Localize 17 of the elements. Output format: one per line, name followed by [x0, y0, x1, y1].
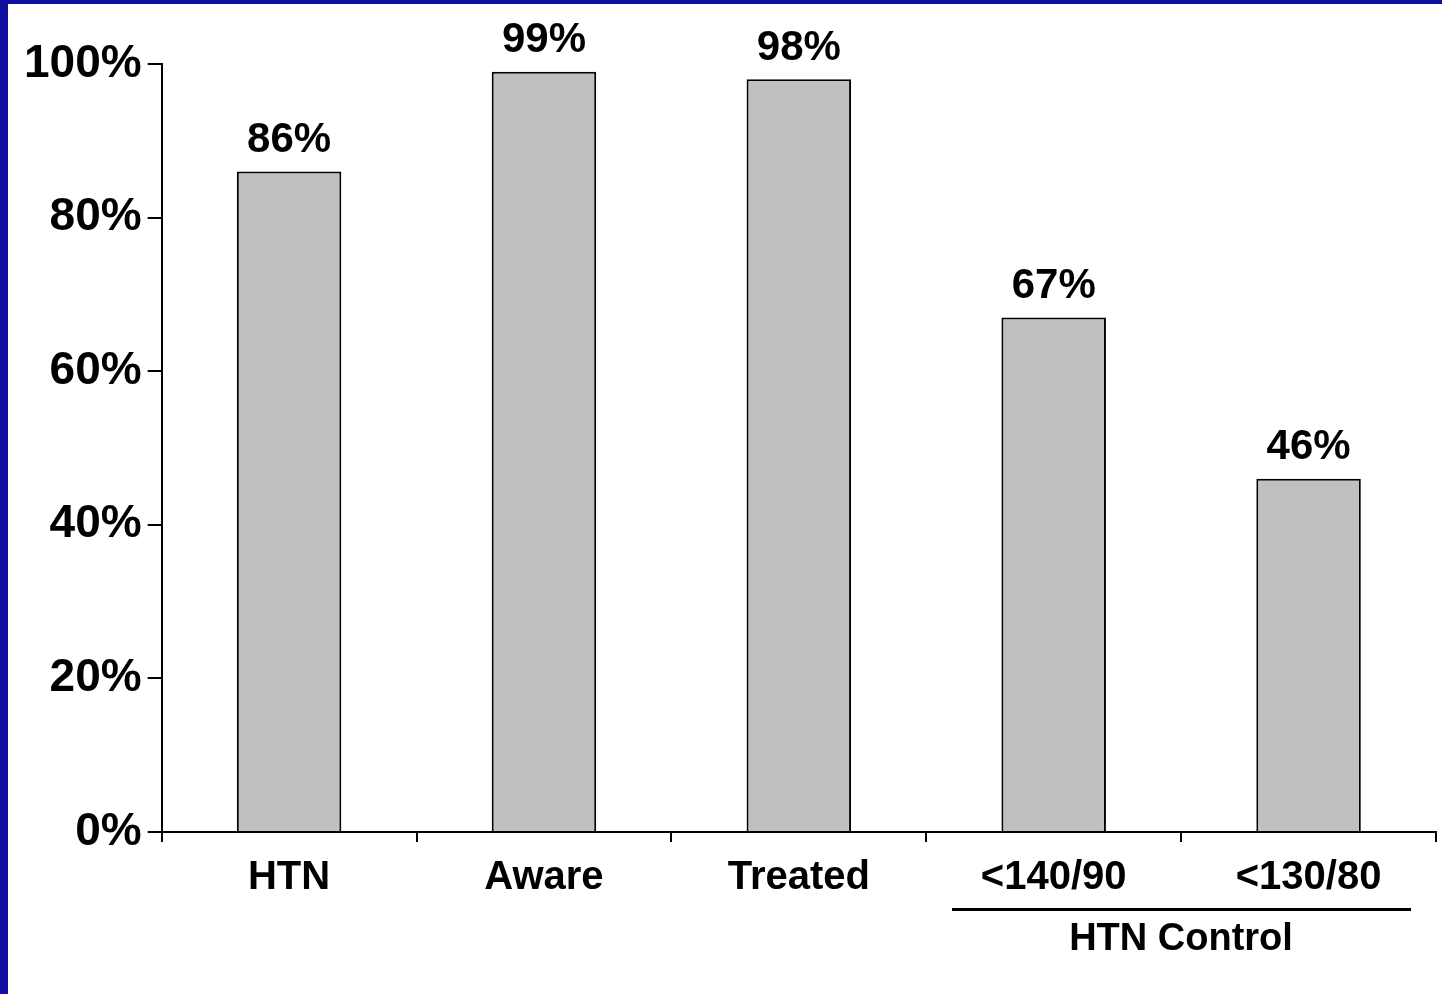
text: HTN Control	[1069, 916, 1293, 959]
y-tick-label: 80%	[49, 188, 142, 241]
y-tick-label: 100%	[23, 34, 142, 87]
y-tick-label: 0%	[75, 802, 142, 855]
x-tick-label: HTN	[247, 853, 331, 898]
data-label: 46%	[1266, 421, 1351, 469]
x-tick-label: <130/80	[1235, 853, 1382, 898]
y-tick-label: 20%	[49, 649, 142, 702]
data-label: 86%	[247, 114, 332, 162]
x-tick-label: <140/90	[980, 853, 1127, 898]
y-tick-label: 40%	[49, 495, 142, 548]
data-label: 99%	[501, 14, 586, 62]
x-tick-label: Treated	[727, 853, 870, 898]
x-tick-label: Aware	[484, 853, 604, 898]
data-label: 98%	[756, 21, 841, 69]
data-label: 67%	[1011, 260, 1096, 308]
y-tick-label: 60%	[49, 341, 142, 394]
